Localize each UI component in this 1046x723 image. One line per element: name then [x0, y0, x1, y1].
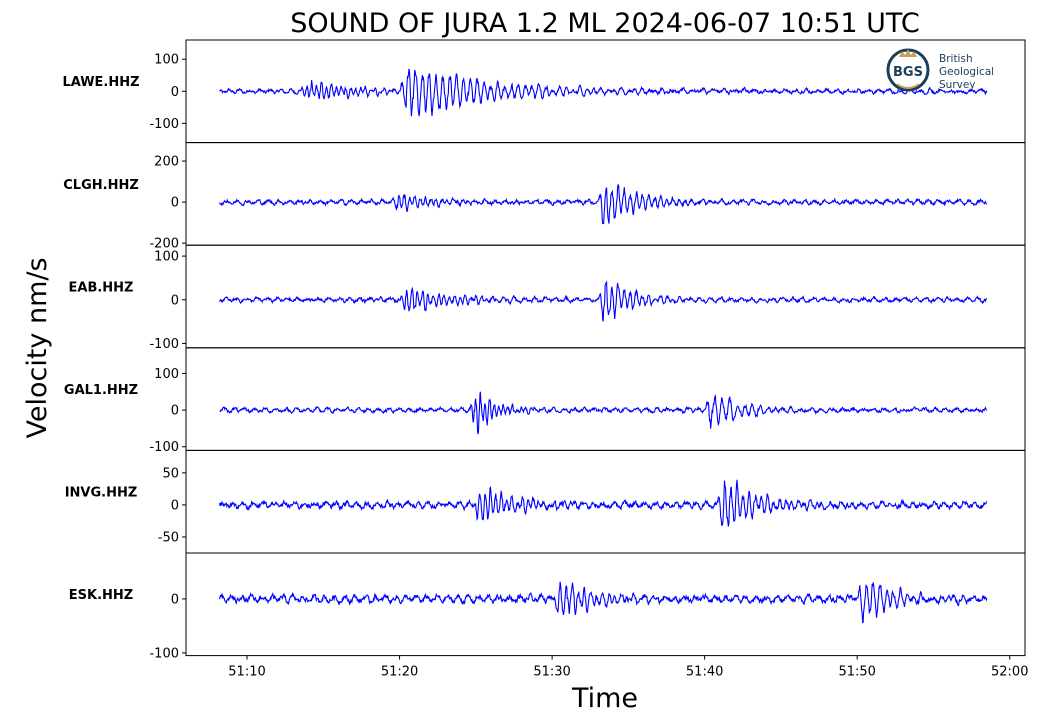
waveform-invg-hhz	[219, 479, 988, 527]
y-tick-label: -100	[149, 440, 179, 455]
station-label: CLGH.HHZ	[63, 178, 139, 193]
trace-panels: 100 0 -100 LAWE.HHZ 200 0 -200 CLGH.HHZ 100 0 -100…	[62, 39, 1026, 661]
logo-line-2: Geological	[939, 66, 994, 78]
panel-frame	[185, 244, 1026, 349]
waveform-eab-hhz	[219, 280, 988, 322]
chart-title: SOUND OF JURA 1.2 ML 2024-06-07 10:51 UT…	[290, 8, 919, 39]
waveform-clgh-hhz	[219, 183, 987, 225]
y-tick-label: -50	[158, 530, 179, 545]
crown-icon	[899, 49, 917, 57]
x-tick-label: 51:30	[533, 665, 570, 680]
panel-frame	[185, 347, 1026, 451]
y-tick-label: 0	[171, 85, 179, 100]
x-tick-label: 52:00	[991, 665, 1028, 680]
y-axis-label: Velocity nm/s	[22, 257, 53, 438]
x-tick-label: 51:40	[686, 665, 723, 680]
y-tick-label: 0	[171, 196, 179, 211]
x-tick-label: 51:50	[838, 665, 875, 680]
waveform-gal1-hhz	[219, 391, 988, 435]
y-tick-label: 100	[154, 367, 179, 382]
y-tick-label: -200	[149, 237, 179, 252]
logo-band	[891, 64, 925, 78]
logo-line-3: Survey	[939, 79, 976, 91]
panel-frame	[185, 449, 1026, 554]
station-label: LAWE.HHZ	[62, 75, 139, 90]
logo-abbreviation: BGS	[893, 65, 923, 80]
panel-gal1-hhz: 100 0 -100 GAL1.HHZ	[64, 347, 1026, 455]
y-tick-label: -100	[149, 117, 179, 132]
panel-frame	[185, 552, 1026, 657]
y-tick-label: 50	[162, 466, 179, 481]
panel-eab-hhz: 100 0 -100 EAB.HHZ	[69, 244, 1026, 352]
x-tick-label: 51:20	[381, 665, 418, 680]
y-tick-label: 100	[154, 250, 179, 265]
y-tick-label: 200	[154, 155, 179, 170]
waveform-esk-hhz	[219, 581, 988, 624]
x-axis: 51:10 51:20 51:30 51:40 51:50 52:00	[228, 655, 1028, 680]
y-tick-label: 0	[171, 592, 179, 607]
bgs-logo: BGS British Geological Survey	[886, 48, 994, 92]
panel-lawe-hhz: 100 0 -100 LAWE.HHZ	[62, 39, 1026, 144]
waveform-lawe-hhz	[219, 68, 988, 117]
panel-esk-hhz: 0 -100 ESK.HHZ	[69, 552, 1026, 661]
y-tick-label: 100	[154, 53, 179, 68]
y-tick-label: -100	[149, 646, 179, 661]
y-tick-label: -100	[149, 337, 179, 352]
y-tick-label: 0	[171, 293, 179, 308]
station-label: EAB.HHZ	[69, 280, 134, 295]
y-tick-label: 0	[171, 498, 179, 513]
logo-line-1: British	[939, 53, 973, 65]
x-axis-label: Time	[571, 683, 638, 714]
x-tick-label: 51:10	[228, 665, 265, 680]
panel-invg-hhz: 50 0 -50 INVG.HHZ	[65, 449, 1026, 554]
station-label: ESK.HHZ	[69, 588, 133, 603]
y-tick-label: 0	[171, 404, 179, 419]
station-label: GAL1.HHZ	[64, 383, 138, 398]
logo-wave	[896, 83, 920, 89]
station-label: INVG.HHZ	[65, 486, 138, 501]
panel-clgh-hhz: 200 0 -200 CLGH.HHZ	[63, 142, 1026, 252]
